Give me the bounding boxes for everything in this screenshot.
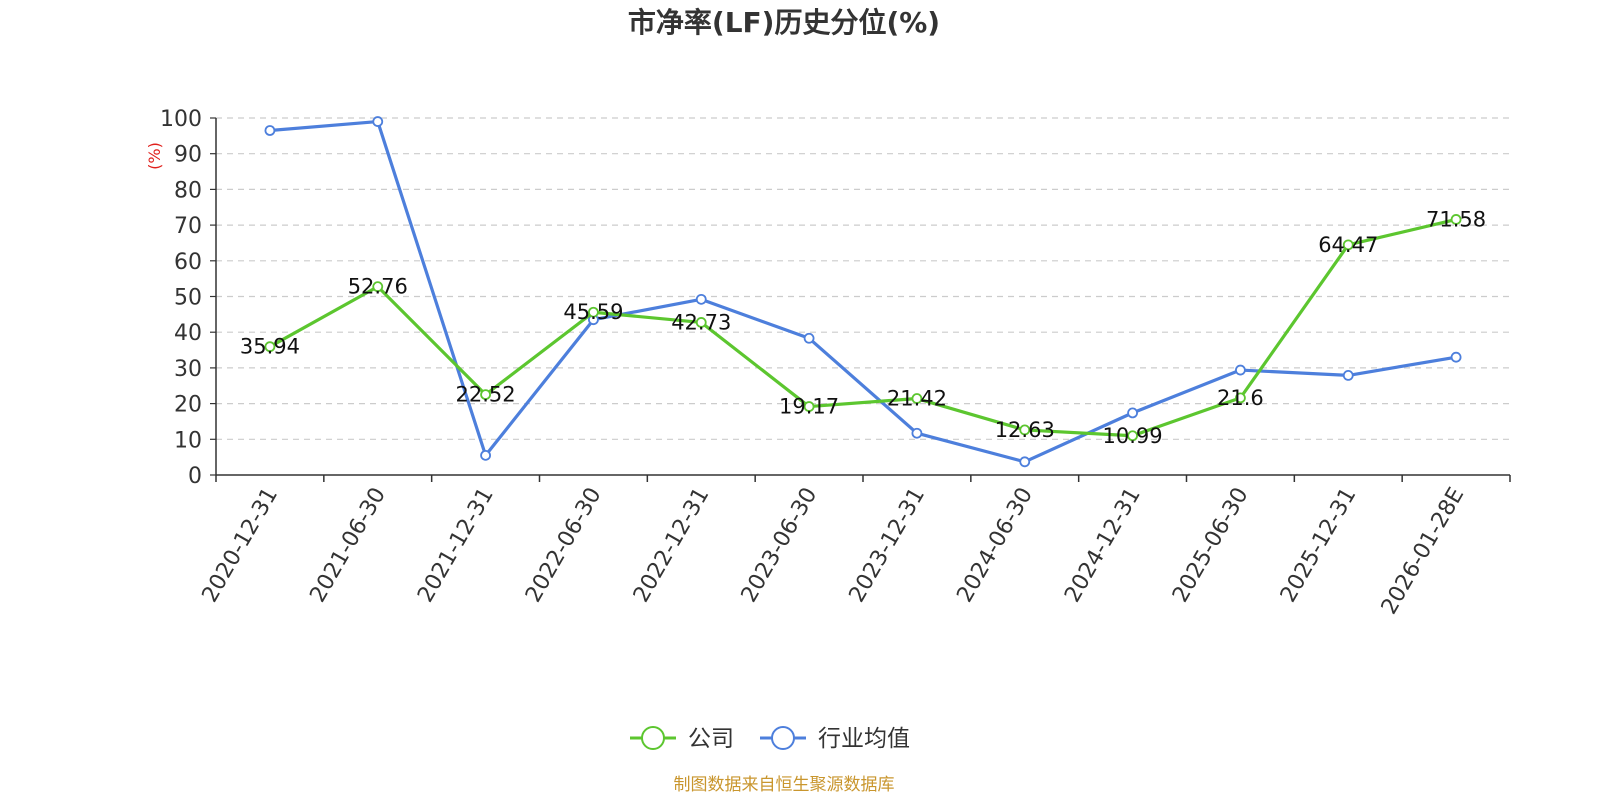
- x-tick-labels: 2020-12-31 2021-06-30 2021-12-31 2022-06-30…: [198, 484, 1470, 619]
- x-tick-label: 2025-06-30: [1168, 484, 1254, 607]
- y-tick-label: 70: [174, 214, 202, 239]
- grid-lines: [216, 117, 1510, 440]
- data-label: 21.6: [1217, 386, 1264, 410]
- x-tick-label: 2022-06-30: [521, 484, 607, 607]
- data-point: [1019, 456, 1031, 468]
- data-label: 64.47: [1318, 233, 1378, 257]
- x-tick-label: 2023-06-30: [737, 484, 823, 607]
- data-label: 35.94: [240, 335, 300, 359]
- data-point: [1450, 214, 1462, 225]
- x-tick-label: 2025-12-31: [1276, 484, 1362, 607]
- data-label: 71.58: [1426, 207, 1486, 231]
- source-note: 制图数据来自恒生聚源数据库: [674, 775, 895, 795]
- axes: [210, 117, 1511, 482]
- data-point: [803, 401, 815, 412]
- data-point: [1235, 392, 1246, 404]
- series-line: [269, 119, 1457, 464]
- data-label: 21.42: [887, 387, 947, 411]
- legend-label: 行业均值: [818, 726, 910, 752]
- y-tick-label: 50: [174, 286, 202, 311]
- y-axis-unit-label: (%): [145, 142, 164, 170]
- data-point: [480, 389, 491, 401]
- x-tick-label: 2020-12-31: [198, 484, 284, 607]
- data-point: [1127, 407, 1138, 419]
- data-label: 42.73: [671, 310, 731, 334]
- data-label: 45.59: [563, 300, 623, 324]
- legend[interactable]: 公司 行业均值: [630, 726, 910, 752]
- data-point: [264, 125, 276, 136]
- data-point: [1127, 430, 1138, 442]
- x-tick-label: 2026-01-28E: [1377, 484, 1470, 619]
- data-labels: 35.94 52.76 22.52 45.59 42.73 19.17 21.42 12.63…: [240, 207, 1486, 447]
- data-point: [264, 341, 276, 353]
- legend-item[interactable]: 公司: [630, 726, 734, 752]
- data-point: [1342, 239, 1354, 251]
- legend-marker: [641, 726, 665, 750]
- legend-item[interactable]: 行业均值: [760, 726, 910, 752]
- data-label: 19.17: [779, 395, 839, 419]
- data-point: [1342, 369, 1354, 381]
- x-tick-label: 2024-06-30: [952, 484, 1038, 607]
- y-tick-label: 100: [160, 107, 202, 132]
- y-tick-labels: 0 10 20 30 40 50 60 70 80 90 100: [160, 107, 202, 489]
- data-point: [588, 306, 599, 318]
- data-point: [372, 281, 384, 293]
- series-layer: [264, 116, 1462, 468]
- data-point: [911, 427, 923, 439]
- legend-marker: [771, 726, 795, 750]
- y-tick-label: 90: [174, 143, 202, 168]
- y-tick-label: 0: [188, 464, 202, 489]
- data-point: [911, 393, 923, 404]
- data-point: [480, 449, 491, 461]
- data-label: 52.76: [348, 275, 408, 299]
- y-tick-label: 80: [174, 178, 202, 203]
- y-tick-label: 20: [174, 393, 202, 418]
- data-label: 10.99: [1103, 424, 1163, 448]
- x-tick-label: 2022-12-31: [629, 484, 715, 607]
- x-tick-label: 2024-12-31: [1060, 484, 1146, 607]
- x-tick-label: 2023-12-31: [845, 484, 931, 607]
- data-point: [695, 293, 707, 305]
- series-line: [269, 217, 1457, 438]
- x-tick-label: 2021-12-31: [413, 484, 499, 607]
- y-tick-label: 30: [174, 357, 202, 382]
- legend-label: 公司: [688, 726, 734, 752]
- data-point: [372, 116, 384, 127]
- data-point: [695, 317, 707, 328]
- y-tick-label: 60: [174, 250, 202, 275]
- data-point: [803, 332, 815, 344]
- y-tick-label: 40: [174, 321, 202, 346]
- data-point: [1019, 424, 1031, 436]
- y-tick-label: 10: [174, 428, 202, 453]
- data-point: [1450, 351, 1462, 363]
- x-tick-label: 2021-06-30: [305, 484, 391, 607]
- data-point: [1235, 364, 1246, 376]
- chart-title: 市净率(LF)历史分位(%): [628, 6, 940, 39]
- data-label: 22.52: [456, 383, 516, 407]
- data-label: 12.63: [995, 418, 1055, 442]
